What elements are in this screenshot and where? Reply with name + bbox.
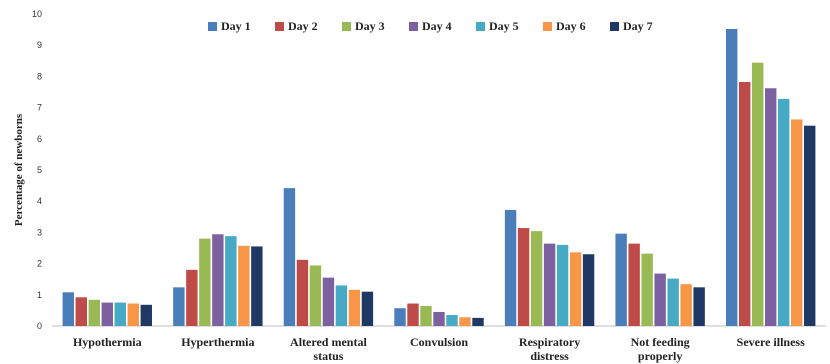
- y-tick-label: 1: [37, 290, 42, 300]
- legend-label: Day 4: [422, 19, 452, 33]
- bar-day-5: [335, 285, 348, 326]
- bar-day-1: [394, 308, 406, 326]
- bar-day-4: [765, 88, 777, 326]
- y-tick-label: 7: [37, 103, 42, 113]
- bar-day-2: [186, 269, 198, 326]
- bar-day-7: [251, 246, 263, 326]
- bar-day-7: [140, 304, 152, 326]
- y-axis-title: Percentage of newborns: [13, 113, 25, 226]
- legend-swatch: [342, 22, 351, 31]
- x-tick-label: Hyperthermia: [181, 335, 254, 349]
- bar-day-3: [88, 299, 100, 326]
- bar-day-6: [680, 284, 692, 326]
- legend-label: Day 6: [556, 19, 586, 33]
- bar-day-3: [420, 306, 432, 326]
- bar-day-4: [433, 311, 445, 326]
- y-tick-label: 3: [37, 227, 42, 237]
- bar-day-4: [101, 302, 113, 326]
- bar-day-7: [472, 317, 484, 326]
- bar-day-5: [446, 315, 458, 326]
- y-tick-label: 9: [37, 40, 42, 50]
- bar-day-4: [212, 234, 224, 326]
- bar-day-4: [543, 243, 556, 326]
- y-tick-label: 0: [37, 321, 42, 331]
- legend-swatch: [543, 22, 552, 31]
- legend: Day 1 Day 2 Day 3 Day 4 Day 5 Day 6 Day 7: [208, 19, 653, 33]
- bar-day-6: [127, 303, 139, 326]
- legend-label: Day 5: [489, 19, 519, 33]
- y-tick-label: 2: [37, 259, 42, 269]
- x-tick-label: Hypothermia: [73, 335, 142, 349]
- bar-day-6: [569, 252, 582, 326]
- x-tick-label: Convulsion: [410, 335, 468, 349]
- bar-day-6: [459, 317, 471, 326]
- legend-label: Day 1: [221, 19, 251, 33]
- legend-swatch: [409, 22, 418, 31]
- bar-day-1: [283, 188, 296, 326]
- bar-day-7: [804, 125, 816, 326]
- bar-day-5: [667, 278, 679, 326]
- bar-day-7: [582, 254, 595, 326]
- bar-day-7: [693, 287, 705, 326]
- x-tick-label: Respiratory distress: [519, 335, 580, 363]
- bar-day-7: [361, 291, 374, 326]
- x-axis-labels: Hypothermia Hyperthermia Altered mental sta…: [73, 335, 805, 363]
- x-tick-label: Altered mental status: [290, 335, 367, 363]
- bar-day-4: [654, 273, 666, 326]
- bar-day-1: [726, 28, 738, 326]
- y-axis: 0 1 2 3 4 5 6 7 8 9 10: [32, 9, 826, 331]
- y-tick-label: 5: [37, 165, 42, 175]
- bar-day-2: [739, 82, 751, 327]
- bar-day-5: [778, 98, 790, 326]
- bar-day-5: [114, 302, 126, 326]
- bar-day-6: [791, 119, 803, 327]
- bar-day-2: [75, 297, 87, 326]
- legend-label: Day 2: [288, 19, 318, 33]
- bar-day-6: [348, 289, 361, 326]
- legend-label: Day 3: [355, 19, 385, 33]
- bar-day-3: [641, 253, 653, 326]
- bars: [62, 28, 816, 327]
- bar-day-1: [62, 292, 74, 326]
- bar-day-3: [199, 238, 211, 326]
- legend-swatch: [275, 22, 284, 31]
- bar-day-1: [173, 287, 185, 326]
- bar-day-2: [628, 243, 640, 326]
- bar-day-5: [556, 244, 569, 326]
- legend-label: Day 7: [623, 19, 653, 33]
- y-tick-label: 6: [37, 134, 42, 144]
- bar-day-2: [296, 259, 309, 326]
- legend-swatch: [208, 22, 217, 31]
- y-tick-label: 4: [37, 196, 42, 206]
- bar-day-2: [407, 303, 419, 326]
- legend-swatch: [610, 22, 619, 31]
- bar-day-1: [504, 209, 517, 326]
- y-tick-label: 8: [37, 71, 42, 81]
- y-tick-label: 10: [32, 9, 42, 19]
- bar-day-3: [752, 62, 764, 327]
- bar-day-4: [322, 277, 335, 326]
- x-tick-label: Severe illness: [737, 335, 805, 349]
- bar-day-2: [517, 228, 530, 326]
- bar-day-3: [530, 231, 543, 326]
- x-tick-label: Not feeding properly: [631, 335, 690, 363]
- bar-day-6: [238, 245, 250, 326]
- bar-day-5: [225, 236, 237, 326]
- legend-swatch: [476, 22, 485, 31]
- bar-day-3: [309, 265, 322, 326]
- bar-day-1: [615, 233, 627, 326]
